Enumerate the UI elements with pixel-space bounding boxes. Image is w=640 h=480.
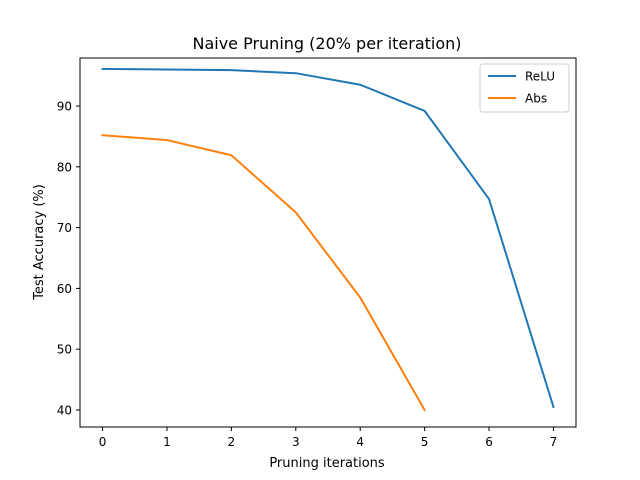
data-point-relu-5	[424, 110, 426, 112]
data-point-relu-0	[101, 68, 104, 70]
data-point-relu-1	[166, 68, 168, 71]
x-tick-label: 4	[356, 435, 364, 449]
x-tick-label: 1	[163, 435, 171, 449]
x-tick-label: 0	[99, 435, 107, 449]
y-tick-label: 80	[57, 160, 72, 174]
data-point-relu-2	[230, 69, 232, 71]
series-line-relu	[101, 67, 555, 409]
y-tick-label: 50	[57, 343, 72, 357]
x-tick-label: 5	[421, 435, 429, 449]
data-point-abs-5	[424, 409, 426, 411]
x-tick-label: 7	[550, 435, 558, 449]
x-tick-label: 6	[485, 435, 493, 449]
series-line-abs	[101, 134, 426, 412]
data-point-relu-7	[552, 406, 555, 408]
data-point-relu-3	[295, 72, 297, 74]
y-axis-label: Test Accuracy (%)	[32, 184, 47, 301]
axes-frame	[79, 57, 577, 428]
data-point-abs-2	[230, 154, 232, 156]
data-point-abs-1	[166, 139, 168, 141]
legend-label-abs: Abs	[525, 92, 547, 106]
y-tick-label: 60	[57, 282, 72, 296]
data-point-relu-6	[488, 198, 490, 200]
legend: ReLU Abs	[479, 63, 570, 113]
plot-area: 0 1 2 3 4 5 6 7 40 50 60 70 80 90	[57, 57, 577, 449]
data-point-abs-0	[101, 134, 104, 136]
legend-label-relu: ReLU	[525, 70, 555, 84]
y-tick-label: 70	[57, 221, 72, 235]
y-tick-label: 40	[57, 403, 72, 417]
chart-title: Naive Pruning (20% per iteration)	[192, 34, 461, 53]
data-point-relu-4	[359, 84, 361, 86]
y-tick-label: 90	[57, 100, 72, 114]
x-tick-label: 3	[292, 435, 300, 449]
data-point-abs-4	[359, 296, 361, 299]
x-tick-label: 2	[228, 435, 236, 449]
x-axis-label: Pruning iterations	[269, 456, 385, 471]
data-point-abs-3	[295, 211, 297, 214]
